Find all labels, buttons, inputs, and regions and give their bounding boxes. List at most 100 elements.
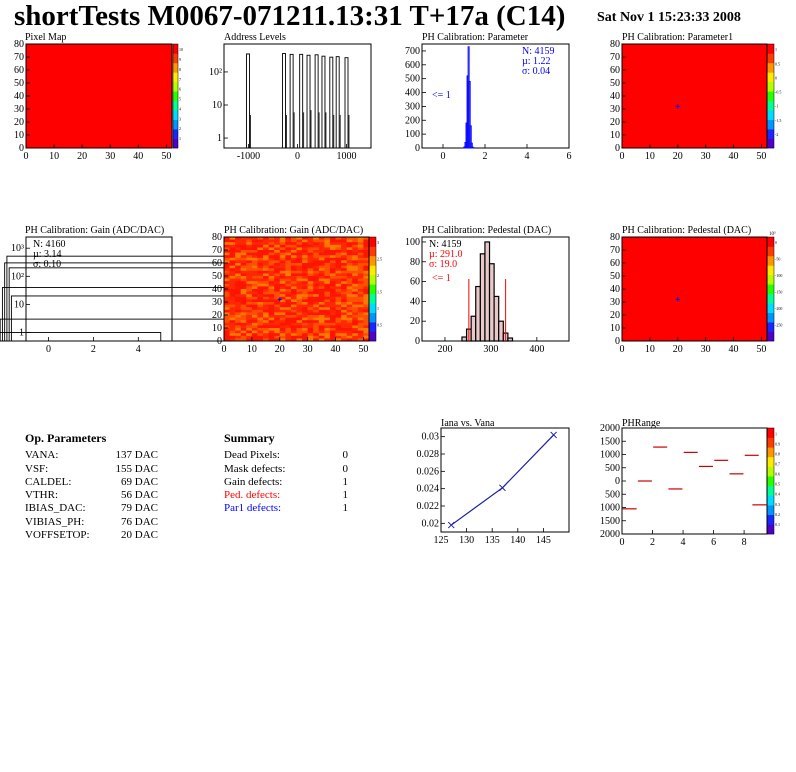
y-tick-label: 30 xyxy=(14,104,24,115)
parameter-row: Mask defects: 0 xyxy=(224,463,348,476)
y-tick-label: 0.02 xyxy=(422,518,440,529)
y-tick-label: 10 xyxy=(610,130,620,141)
histogram-bar xyxy=(282,53,286,149)
y-tick-label: 10² xyxy=(209,67,222,78)
ph-calibration-parameter1-chart: PH Calibration: Parameter1-2-1.5-1-0.500… xyxy=(610,32,781,162)
y-tick-label: 50 xyxy=(212,271,222,282)
palette-tick-label: 0.7 xyxy=(775,462,780,467)
histogram-bar xyxy=(468,80,471,149)
x-tick-label: 0 xyxy=(620,344,625,355)
y-tick-label: 0.022 xyxy=(417,501,440,512)
parameter-name: CALDEL: xyxy=(25,475,72,488)
parameter-row: Par1 defects: 1 xyxy=(224,502,348,515)
x-tick-label: 0 xyxy=(620,537,625,548)
chart-title: PH Calibration: Gain (ADC/DAC) xyxy=(224,225,363,236)
histogram-bar xyxy=(0,318,226,342)
y-tick-label: 60 xyxy=(212,258,222,269)
parameter-value: 1 xyxy=(342,502,349,515)
x-tick-label: 400 xyxy=(529,344,544,355)
x-tick-label: 50 xyxy=(756,151,766,162)
y-tick-label: 1000 xyxy=(600,450,620,461)
histogram-bar xyxy=(470,315,477,342)
parameter-row: VIBIAS_PH: 76 DAC xyxy=(25,516,158,529)
palette-tick-label: 0.4 xyxy=(775,492,780,497)
op-parameters-panel: Op. Parameters VANA: 137 DAC VSF: 155 DAC CA… xyxy=(25,431,158,542)
parameter-row: VOFFSETOP: 20 DAC xyxy=(25,529,158,542)
x-tick-label: 2 xyxy=(483,151,488,162)
parameter-row: VANA: 137 DAC xyxy=(25,449,158,462)
histogram-bar xyxy=(306,54,311,149)
palette-tick-label: 2 xyxy=(179,126,181,131)
x-tick-label: 6 xyxy=(711,537,716,548)
y-tick-label: 100 xyxy=(405,237,420,248)
y-tick-label: 80 xyxy=(410,257,420,268)
palette-tick-label: 0 xyxy=(775,75,777,80)
y-tick-label: 40 xyxy=(610,284,620,295)
summary-title: Summary xyxy=(224,431,275,445)
op-parameters-title: Op. Parameters xyxy=(25,431,107,445)
chart-title: PH Calibration: Parameter xyxy=(422,32,529,43)
chart-title: PH Calibration: Pedestal (DAC) xyxy=(422,225,551,236)
y-tick-label: 80 xyxy=(212,232,222,243)
y-tick-label: 2000 xyxy=(600,529,620,540)
palette-tick-label: -2 xyxy=(775,132,778,137)
palette-tick-label: 6 xyxy=(179,87,181,92)
x-tick-label: 0 xyxy=(222,344,227,355)
palette-tick-label: 0.5 xyxy=(775,61,780,66)
x-tick-label: 20 xyxy=(673,151,683,162)
x-tick-label: 30 xyxy=(105,151,115,162)
parameter-row: Dead Pixels: 0 xyxy=(224,449,348,462)
histogram-bar xyxy=(484,241,491,342)
ph-calibration-parameter-chart: PH Calibration: Parameter 0 2 4 6 0 100 200 300 4… xyxy=(405,32,572,162)
data-point xyxy=(499,484,506,492)
x-tick-label: 0 xyxy=(295,151,300,162)
y-tick-label: 1500 xyxy=(600,516,620,527)
y-tick-label: 50 xyxy=(610,271,620,282)
x-tick-label: 125 xyxy=(434,535,449,546)
annotation: <= 1 xyxy=(432,90,451,101)
summary-panel: Summary Dead Pixels: 0 Mask defects: 0 Gain … xyxy=(224,431,348,516)
stats-text: µ: 3.14 xyxy=(33,249,62,260)
parameter-name: VIBIAS_PH: xyxy=(25,515,85,528)
palette-tick-label: 0.9 xyxy=(775,441,780,446)
y-tick-label: 60 xyxy=(14,65,24,76)
stats-text: N: 4159 xyxy=(522,46,555,57)
parameter-value: 79 DAC xyxy=(121,502,158,515)
parameter-value: 137 DAC xyxy=(115,449,158,462)
plot-frame xyxy=(421,43,570,149)
palette-tick-label: -150 xyxy=(775,290,782,295)
palette-tick-label: 3 xyxy=(377,240,379,245)
iana-vs-vana-chart: Iana vs. Vana 125 130 135 140 145 0.02 0.022 0.0… xyxy=(417,418,570,546)
palette-tick-label: 8 xyxy=(179,67,181,72)
plot-frame xyxy=(440,427,570,533)
stats-text: N: 4159 xyxy=(429,239,462,250)
x-tick-label: 2 xyxy=(91,344,96,355)
parameter-value: 76 DAC xyxy=(121,515,158,528)
x-tick-label: -1000 xyxy=(237,151,260,162)
histogram-bar xyxy=(475,285,481,342)
x-tick-label: 10 xyxy=(247,344,257,355)
y-tick-label: 10 xyxy=(14,299,24,310)
histogram-bar xyxy=(344,57,349,149)
chart-title: Iana vs. Vana xyxy=(441,418,495,429)
x-tick-label: 4 xyxy=(136,344,141,355)
ph-calibration-gain-chart: PH Calibration: Gain (ADC/DAC) 0 2 4 1 10 10² 1… xyxy=(0,225,237,355)
x-tick-label: 30 xyxy=(701,344,711,355)
palette-tick-label: 4 xyxy=(179,106,181,111)
y-tick-label: 0 xyxy=(415,336,420,347)
parameter-value: 155 DAC xyxy=(115,462,158,475)
stats-text: σ: 19.0 xyxy=(429,259,457,270)
palette-tick-label: 0.3 xyxy=(775,502,780,507)
histogram-bar xyxy=(289,53,294,149)
x-tick-label: 20 xyxy=(275,344,285,355)
x-tick-label: 0 xyxy=(620,151,625,162)
y-tick-label: 20 xyxy=(14,117,24,128)
y-tick-label: 1000 xyxy=(600,503,620,514)
parameter-name: Ped. defects: xyxy=(224,489,281,502)
y-tick-label: 50 xyxy=(14,78,24,89)
palette-tick-label: 2 xyxy=(377,273,379,278)
x-tick-label: 140 xyxy=(510,535,525,546)
histogram-bar xyxy=(321,55,326,149)
y-tick-label: 1 xyxy=(19,328,24,339)
